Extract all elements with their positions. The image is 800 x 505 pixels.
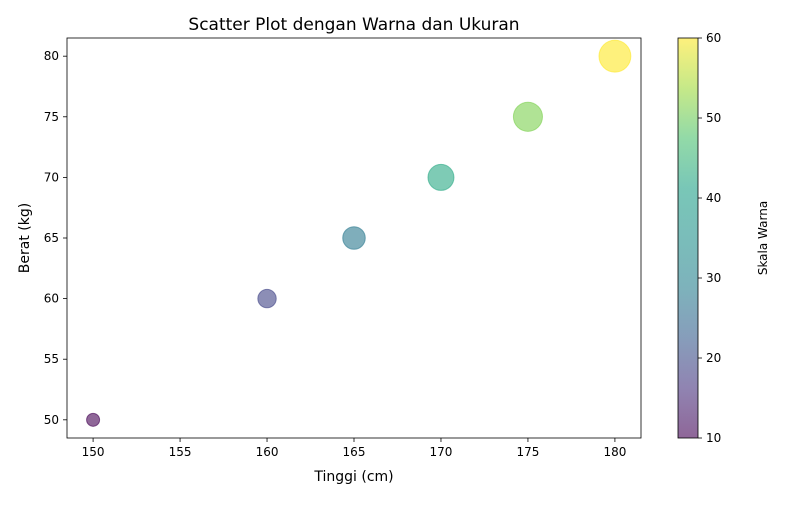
- data-point: [86, 412, 101, 427]
- colorbar-tick-label: 30: [706, 271, 721, 285]
- colorbar-tick-label: 20: [706, 351, 721, 365]
- y-tick-label: 50: [44, 413, 59, 427]
- colorbar-label: Skala Warna: [756, 201, 770, 275]
- y-tick-label: 80: [44, 49, 59, 63]
- x-tick-label: 175: [516, 445, 539, 459]
- data-point: [257, 288, 277, 309]
- y-tick-label: 60: [44, 292, 59, 306]
- x-axis-label: Tinggi (cm): [313, 469, 393, 485]
- y-tick-label: 75: [44, 110, 59, 124]
- colorbar-tick-label: 40: [706, 191, 721, 205]
- colorbar-tick-label: 60: [706, 31, 721, 45]
- colorbar: 10 20 30 40 50 60: [677, 31, 721, 445]
- x-tick-label: 155: [169, 445, 192, 459]
- data-point: [598, 39, 632, 73]
- data-point: [427, 163, 455, 191]
- x-tick-label: 170: [430, 445, 453, 459]
- colorbar-frame: [677, 37, 699, 439]
- x-tick-label: 180: [603, 445, 626, 459]
- plot-area: 150 155 160 165 170 175 180 50 55 60 65 70 75 80: [44, 37, 642, 459]
- x-tick-label: 165: [343, 445, 366, 459]
- data-point: [512, 101, 543, 132]
- data-point: [342, 226, 366, 250]
- y-tick-label: 65: [44, 231, 59, 245]
- chart-title: Scatter Plot dengan Warna dan Ukuran: [188, 15, 519, 35]
- y-axis-label: Berat (kg): [17, 203, 33, 273]
- colorbar-tick-label: 50: [706, 111, 721, 125]
- colorbar-gradient: [678, 38, 698, 438]
- x-tick-label: 160: [256, 445, 279, 459]
- x-tick-label: 150: [82, 445, 105, 459]
- y-tick-label: 55: [44, 352, 59, 366]
- y-tick-label: 70: [44, 170, 59, 184]
- colorbar-tick-label: 10: [706, 431, 721, 445]
